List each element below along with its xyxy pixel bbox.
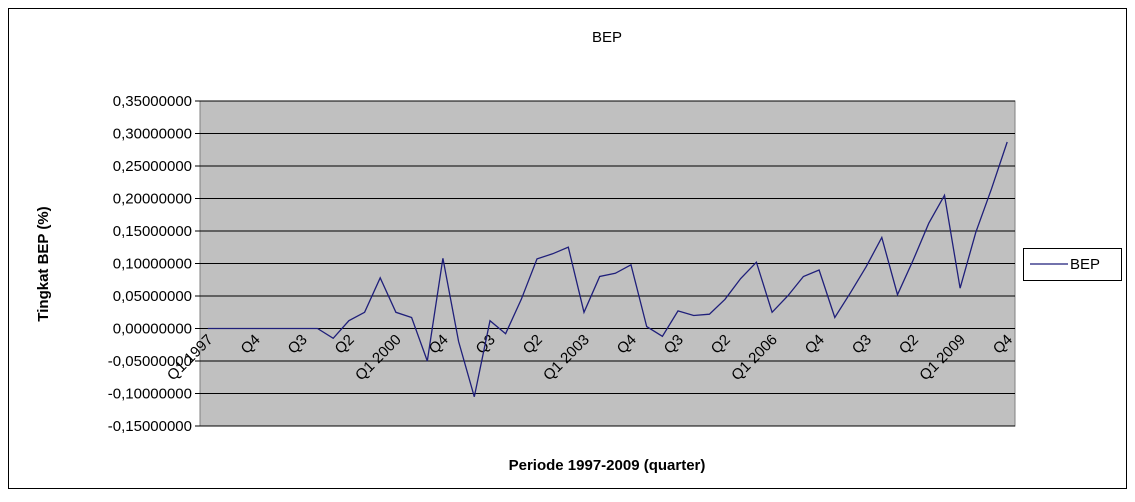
y-tick-label: 0,35000000 [113,93,192,110]
y-tick-label: 0,00000000 [113,321,192,338]
y-tick-label: 0,30000000 [113,126,192,143]
chart-title: BEP [592,29,622,46]
y-tick-label: 0,20000000 [113,191,192,208]
y-tick-label: 0,15000000 [113,223,192,240]
y-axis-label: Tingkat BEP (%) [35,206,52,321]
legend-label: BEP [1070,256,1100,273]
y-tick-label: -0,15000000 [108,418,192,435]
y-tick-label: 0,25000000 [113,158,192,175]
y-tick-label: -0,10000000 [108,386,192,403]
y-tick-label: 0,10000000 [113,256,192,273]
data-line [207,141,1008,397]
x-axis-label: Periode 1997-2009 (quarter) [509,457,706,474]
y-tick-label: 0,05000000 [113,288,192,305]
y-tick-label: -0,05000000 [108,353,192,370]
